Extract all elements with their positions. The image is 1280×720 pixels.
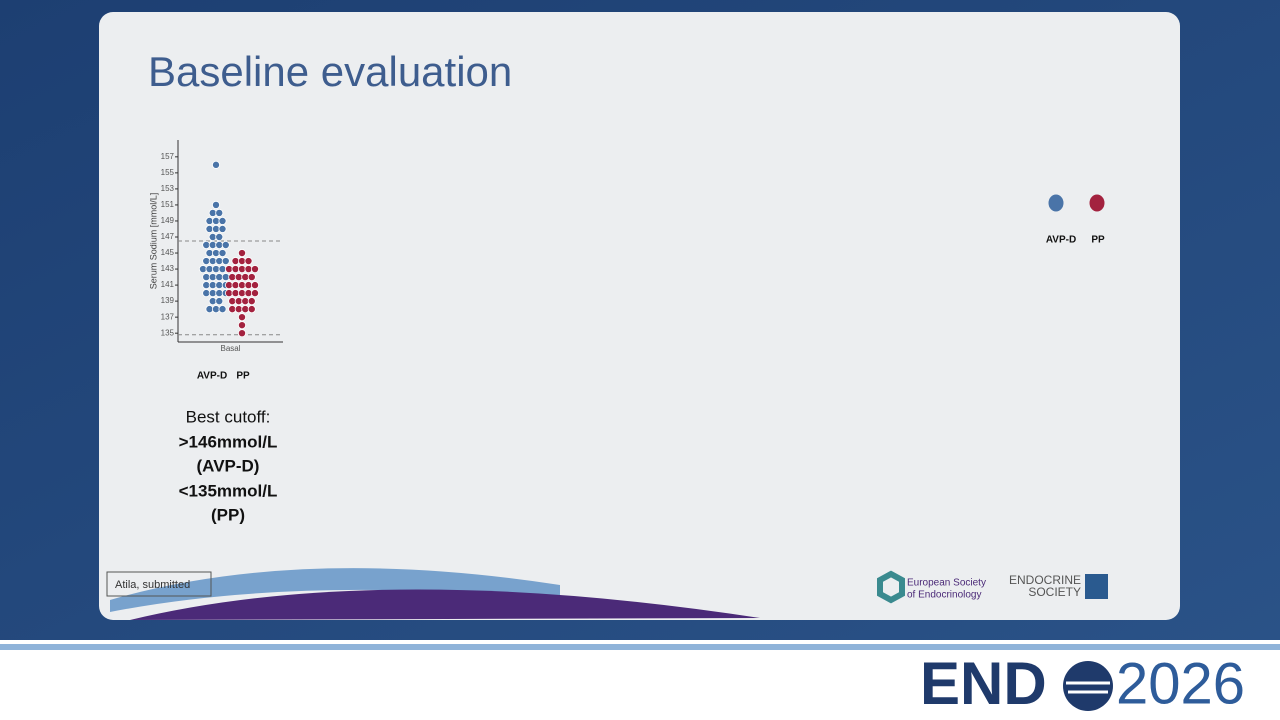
ese-logo-text: of Endocrinology [907,590,982,601]
y-tick-label: 157 [161,152,175,161]
y-tick-label: 153 [161,184,175,193]
data-point [237,329,246,338]
y-axis-label: Serum Sodium [mmol/L] [148,193,158,290]
y-tick-label: 143 [161,264,175,273]
footer-logo-text: END [920,650,1047,717]
y-tick-label: 151 [161,200,175,209]
y-tick-label: 141 [161,280,175,289]
card [99,12,1180,620]
data-point [247,297,256,306]
citation: Atila, submitted [115,579,190,591]
legend-swatch [1048,194,1064,212]
footer-logo-globe-lines [1066,681,1110,694]
y-tick-label: 155 [161,168,175,177]
data-point [218,305,227,314]
data-point [215,208,224,217]
es-logo-mark [1085,574,1108,599]
data-point [218,224,227,233]
cutoff-line: >146mmol/L [179,432,278,451]
data-point [215,232,224,241]
title: Baseline evaluation [148,48,512,95]
data-point [211,200,220,209]
x-tick-label: Basal [220,344,240,353]
ese-logo-mark [877,570,905,604]
data-point [218,249,227,258]
cutoff-line: (PP) [211,505,245,524]
y-tick-label: 149 [161,216,175,225]
legend-label: PP [236,371,250,382]
footer-logo-text: 2026 [1116,651,1245,716]
data-point [221,257,230,266]
legend-label: AVP-D [1046,235,1076,246]
y-tick-label: 135 [161,328,175,337]
data-point [218,216,227,225]
y-tick-label: 145 [161,248,175,257]
y-tick-label: 147 [161,232,175,241]
data-point [250,265,259,274]
data-point [211,160,220,169]
y-tick-label: 137 [161,312,175,321]
footer-stripe [0,644,1280,650]
citation-box [106,571,212,597]
legend-label: PP [1091,235,1105,246]
cutoff-heading: Best cutoff: [186,407,271,426]
data-point [247,305,256,314]
legend: AVP-D PP [1046,194,1105,246]
data-point [221,241,230,250]
data-point [244,257,253,266]
data-point [250,289,259,298]
cutoff-line: <135mmol/L [179,481,278,500]
data-point [247,273,256,282]
data-point [237,313,246,322]
data-point [237,249,246,258]
es-logo-text: SOCIETY [1028,585,1081,599]
legend-label: AVP-D [197,371,227,382]
data-point [237,321,246,330]
es-logo-text: ENDOCRINE [1009,573,1081,587]
swoosh [110,568,560,612]
data-point [215,297,224,306]
data-point [250,281,259,290]
y-tick-label: 139 [161,296,175,305]
cutoff-line: (AVP-D) [197,456,260,475]
footer-logo-globe [1063,661,1113,711]
swoosh [130,589,760,620]
ese-logo-text: European Society [907,578,986,589]
legend-swatch [1089,194,1105,212]
